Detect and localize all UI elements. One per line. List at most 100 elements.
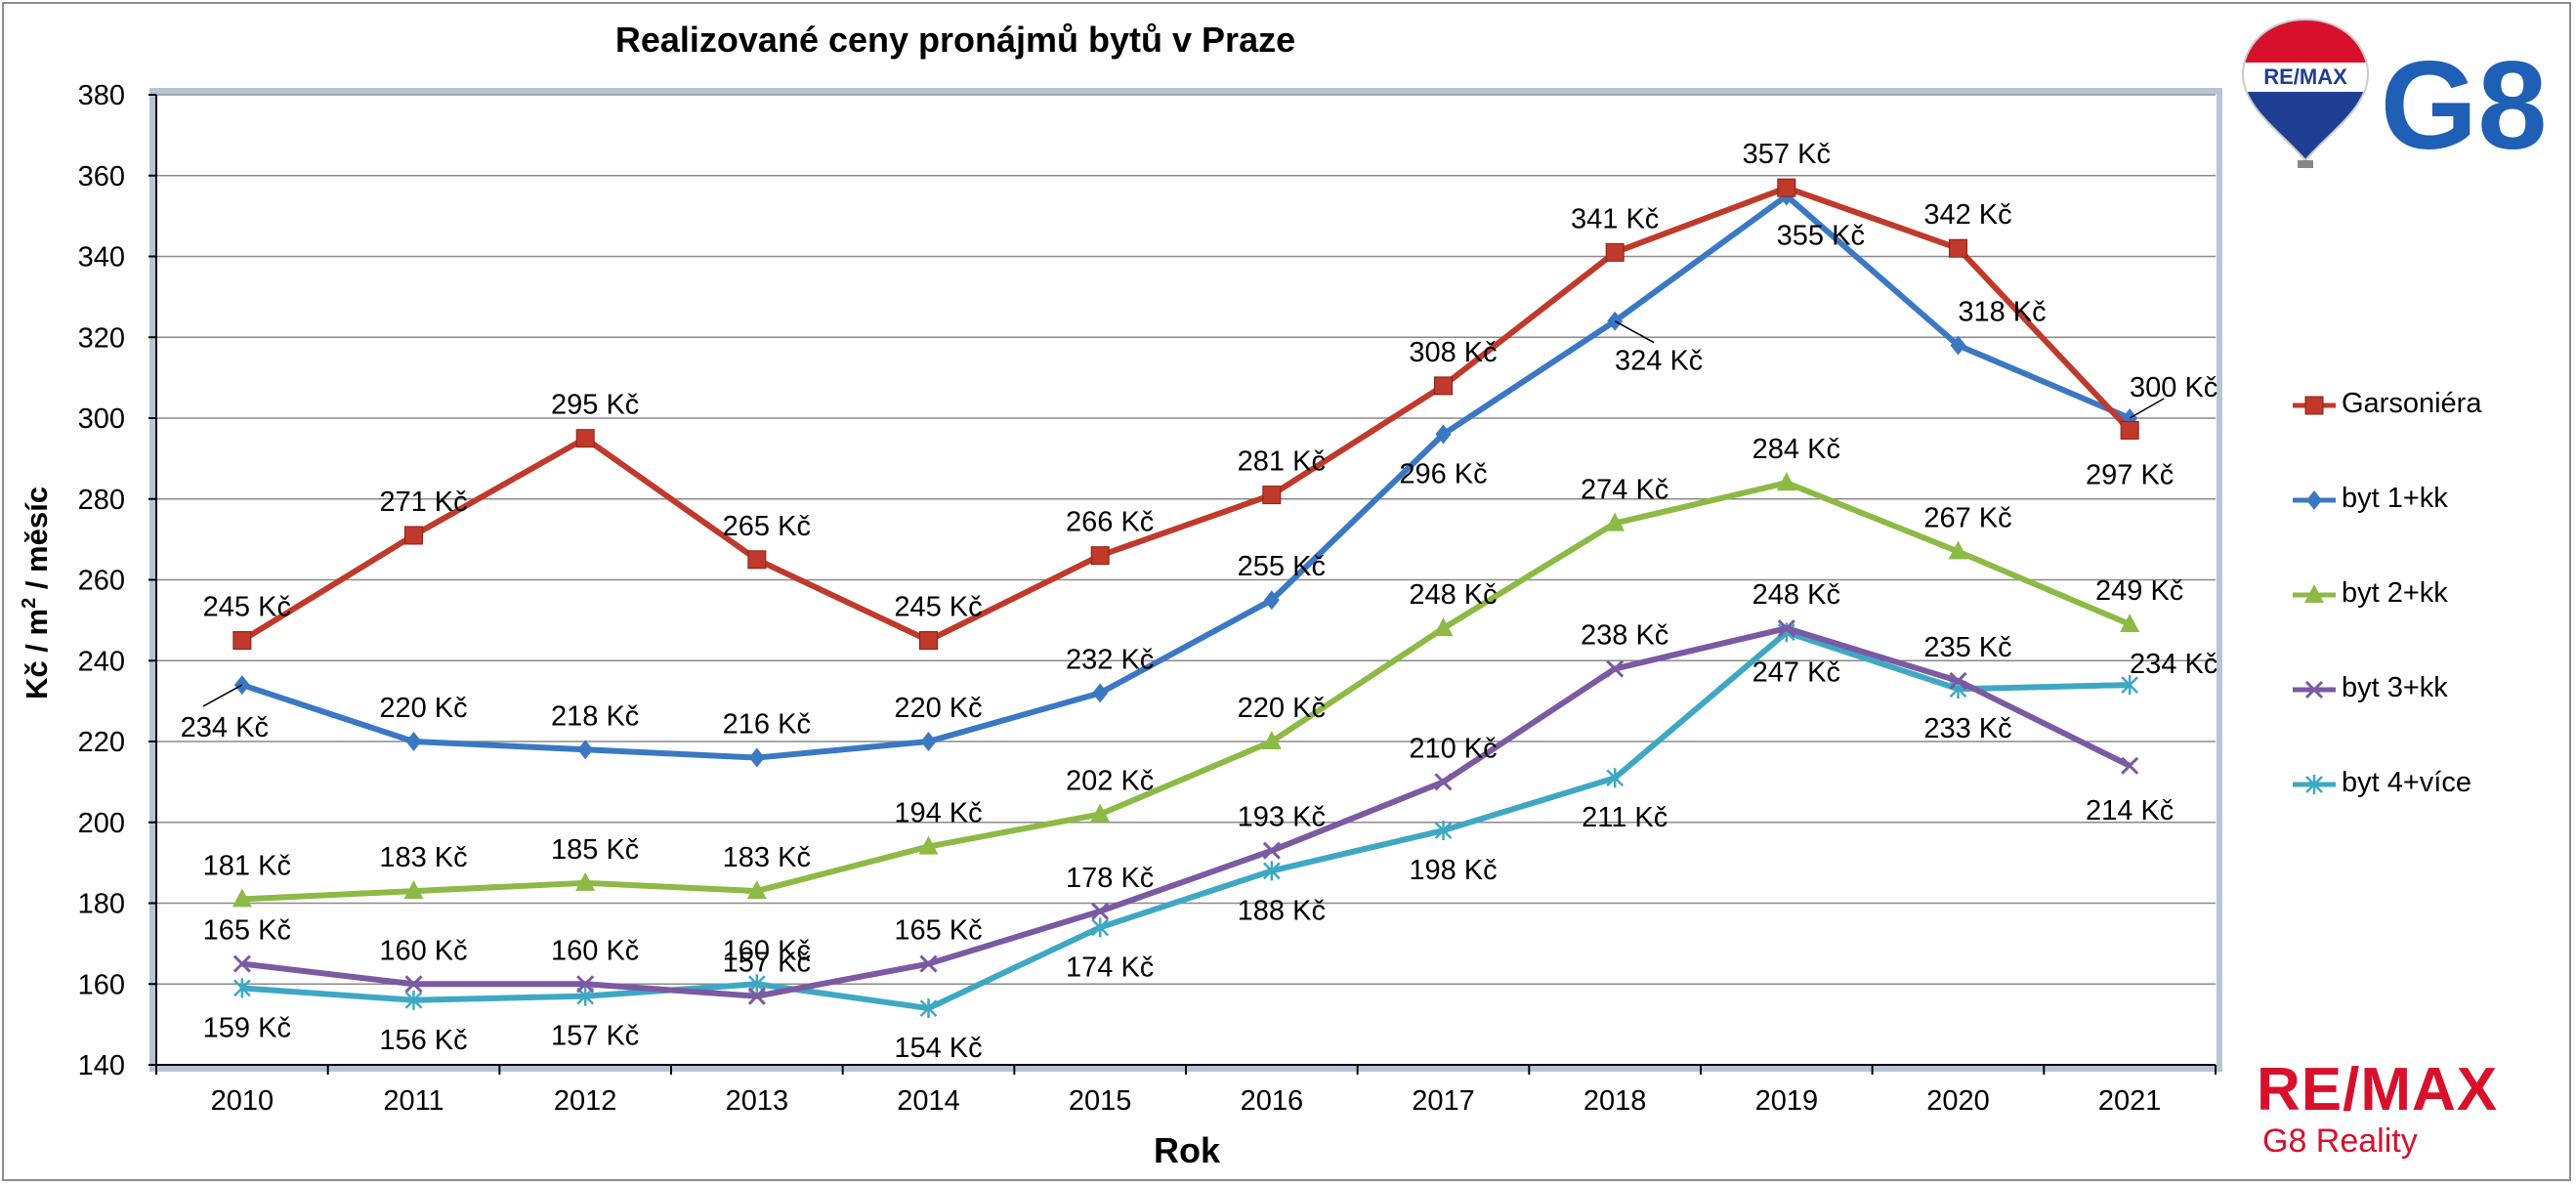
marker-diamond [1950,335,1966,356]
legend-label: byt 2+kk [2342,577,2448,609]
marker-triangle [1776,472,1796,491]
data-label: 220 Kč [894,693,982,724]
data-label: 284 Kč [1753,434,1840,465]
x-axis-title: Rok [1154,1130,1221,1170]
legend-label: byt 1+kk [2342,483,2448,514]
data-label: 156 Kč [379,1025,467,1056]
data-label: 248 Kč [1753,579,1840,611]
data-label: 211 Kč [1582,802,1668,833]
balloon-basket-icon [2298,160,2313,168]
marker-star [1091,917,1110,938]
marker-star [1434,821,1453,841]
y-tick-label: 260 [78,566,125,597]
series-3 [232,619,2139,1005]
data-label: 214 Kč [2086,795,2174,826]
marker-square [2120,420,2139,440]
marker-triangle [2304,584,2324,603]
marker-diamond [577,740,594,760]
y-axis-title: Kč / m2 / měsíc [19,487,54,699]
marker-diamond [1092,683,1109,703]
data-label: 210 Kč [1409,733,1497,764]
marker-x [1262,841,1281,860]
marker-square [1262,486,1282,505]
legend-label: byt 4+více [2342,767,2471,798]
remax-wordmark: RE/MAX [2257,1056,2499,1123]
legend-swatch [2293,680,2336,699]
data-label: 160 Kč [551,935,639,966]
legend-label: Garsoniéra [2342,388,2482,419]
marker-x [1606,659,1625,678]
legend-item: byt 2+kk [2291,575,2564,614]
balloon-icon [2243,20,2368,160]
marker-square [1605,242,1625,262]
x-tick-label: 2012 [554,1085,617,1117]
y-tick-label: 200 [78,808,125,839]
marker-star [232,978,251,998]
marker-x [919,954,938,973]
data-label: 181 Kč [203,850,291,881]
marker-diamond [1263,590,1280,611]
marker-star [404,990,423,1010]
data-label: 267 Kč [1923,503,2011,534]
data-label: 233 Kč [1923,713,2011,744]
series-4 [232,622,2139,1019]
marker-square [2304,396,2324,415]
marker-x [576,975,595,994]
chart-title: Realizované ceny pronájmů bytů v Praze [614,20,1296,60]
remax-reality-logo: RE/MAX G8 Reality [2257,1060,2498,1161]
y-tick-label: 300 [78,403,125,435]
marker-x [1949,671,1967,690]
data-label: 185 Kč [551,834,639,866]
marker-star [2305,775,2323,794]
data-label: 255 Kč [1238,551,1326,582]
y-tick-label: 220 [78,727,125,758]
data-label: 194 Kč [894,798,982,829]
data-label: 355 Kč [1777,220,1865,251]
legend-item: byt 1+kk [2291,481,2564,520]
data-label: 324 Kč [1615,346,1703,377]
marker-square [404,526,423,545]
marker-star [1262,861,1281,881]
x-tick-label: 2016 [1241,1085,1304,1117]
series-2 [232,472,2140,908]
marker-square [232,631,252,651]
x-tick-label: 2018 [1584,1085,1647,1117]
marker-triangle [918,835,939,855]
marker-x [1434,773,1453,791]
x-tick-label: 2019 [1755,1085,1819,1117]
marker-triangle [1605,512,1626,531]
series-line [240,192,2132,761]
y-tick-label: 320 [78,322,125,354]
marker-x [747,987,766,1005]
data-label-layer: 245 Kč 271 Kč 295 Kč 265 Kč 245 Kč 266 Kč 281 … [181,139,2218,1064]
y-tick-label: 380 [78,80,125,111]
data-label: 318 Kč [1958,297,2046,328]
data-label: 265 Kč [723,511,811,542]
marker-square [919,631,938,651]
data-label: 183 Kč [379,842,467,873]
g8-text: G8 [2381,36,2548,170]
data-label: 249 Kč [2095,575,2183,607]
marker-triangle [1948,540,1968,560]
marker-diamond [920,732,937,751]
y-tick-label: 340 [78,242,125,274]
balloon-text: RE/MAX [2263,64,2347,89]
marker-triangle [746,880,767,900]
y-tick-label: 360 [78,161,125,192]
marker-square [1949,238,1967,258]
legend-item: byt 3+kk [2291,670,2564,709]
data-label: 247 Kč [1753,657,1840,688]
data-label: 202 Kč [1066,765,1154,796]
data-label: 281 Kč [1238,446,1326,478]
axis-layer: 140 160 180 200 220 240 260 280 300 320 340 360 380 2… [78,80,2217,1117]
data-label: 154 Kč [894,1033,982,1064]
marker-x [2304,680,2324,699]
marker-x [404,975,423,994]
x-tick-label: 2015 [1069,1085,1132,1117]
marker-square [1777,178,1796,197]
series-line [241,629,2131,1012]
x-tick-label: 2021 [2098,1085,2162,1117]
data-label: 271 Kč [379,487,467,518]
data-label: 342 Kč [1923,199,2011,231]
data-label: 174 Kč [1066,952,1154,983]
